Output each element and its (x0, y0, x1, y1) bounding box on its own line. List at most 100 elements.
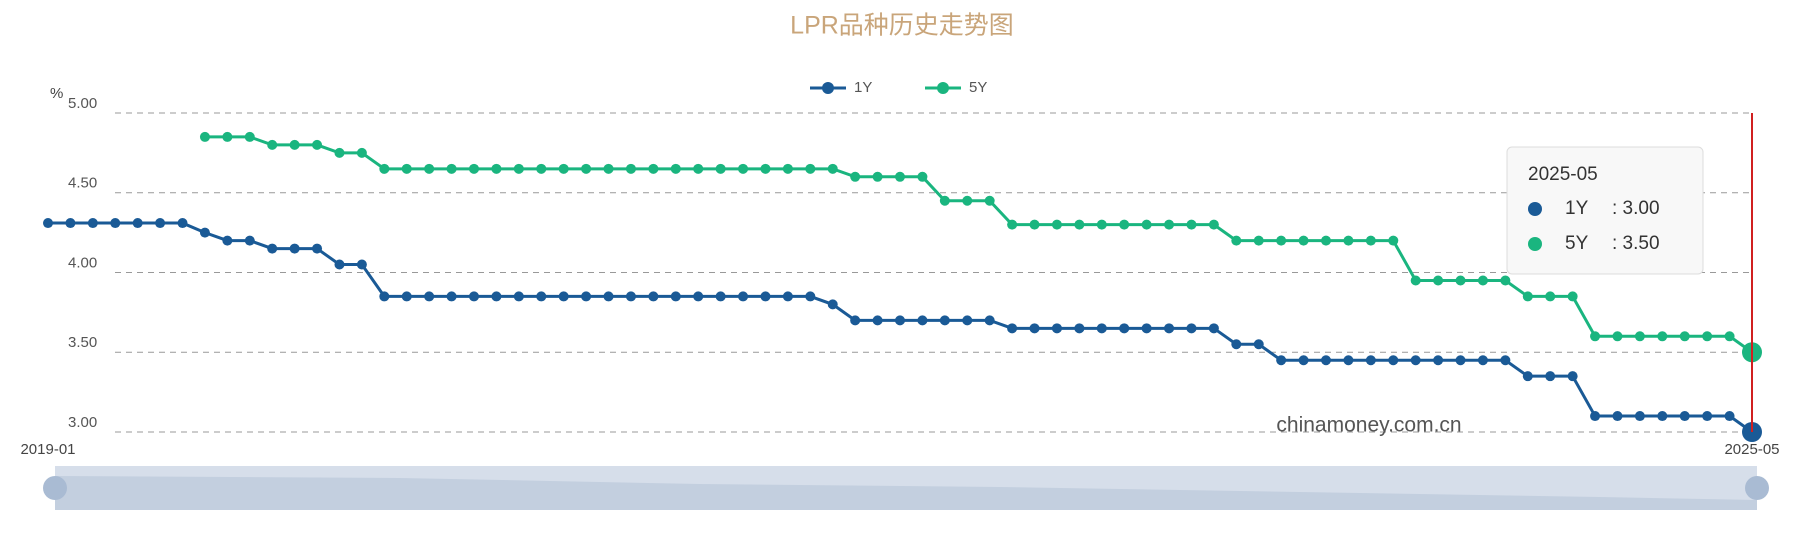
data-point (715, 163, 726, 174)
data-point (222, 131, 233, 142)
watermark: chinamoney.com.cn (1276, 414, 1461, 437)
data-point (850, 171, 861, 182)
data-point (491, 163, 502, 174)
data-point (1253, 235, 1264, 246)
data-point (1433, 275, 1444, 286)
data-point (244, 131, 255, 142)
y-tick-label: 4.50 (68, 175, 97, 192)
chart-title: LPR品种历史走势图 (790, 12, 1014, 40)
data-point (625, 291, 636, 302)
data-point (1119, 323, 1130, 334)
data-point (1007, 219, 1018, 230)
data-point (1051, 323, 1062, 334)
data-point (1410, 275, 1421, 286)
data-point (760, 291, 771, 302)
data-point (805, 163, 816, 174)
data-point (1321, 355, 1331, 366)
data-point (1231, 339, 1242, 350)
data-point (513, 291, 524, 302)
data-point (984, 315, 995, 326)
data-point (1276, 235, 1287, 246)
series-line (204, 135, 1753, 354)
data-point (1051, 219, 1062, 230)
plot-area: 3.00 3.50 4.00 4.50 5.00 2019-01 2025-05 1Y 5Y (20, 79, 1779, 458)
data-point (1164, 323, 1175, 334)
data-point (1634, 411, 1645, 422)
data-point (1231, 235, 1242, 246)
data-point (1298, 355, 1309, 366)
data-point (469, 291, 479, 302)
legend-label: 5Y (969, 79, 987, 96)
data-point (1612, 411, 1623, 422)
data-point (356, 147, 367, 158)
data-point (1679, 411, 1690, 422)
data-point (1388, 235, 1399, 246)
data-point (558, 163, 569, 174)
data-point (670, 163, 681, 174)
data-point (1007, 323, 1018, 334)
data-point (962, 315, 973, 326)
data-point (536, 163, 547, 174)
data-point (558, 291, 569, 302)
data-point (1186, 219, 1197, 230)
data-point (1545, 371, 1556, 382)
data-point (379, 291, 390, 302)
data-point (43, 218, 53, 229)
data-point (1186, 323, 1197, 334)
data-point (648, 291, 659, 302)
data-point (895, 315, 905, 326)
data-point (827, 299, 838, 310)
data-point (760, 163, 771, 174)
data-point (1702, 331, 1713, 342)
data-point (1500, 275, 1511, 286)
tooltip-value: : 3.00 (1612, 198, 1660, 219)
tooltip-name: 1Y (1565, 198, 1589, 219)
zoom-preview (55, 476, 1757, 510)
data-point (267, 243, 278, 254)
legend-label: 1Y (854, 79, 872, 96)
data-point (1433, 355, 1444, 366)
data-point (1119, 219, 1130, 230)
data-point (491, 291, 502, 302)
data-point (1477, 355, 1488, 366)
zoom-handle[interactable] (1745, 476, 1769, 500)
data-point (87, 218, 98, 229)
data-point (1029, 323, 1040, 334)
tooltip-box (1506, 146, 1704, 275)
data-point (670, 291, 681, 302)
data-point (1096, 219, 1107, 230)
data-point (110, 218, 121, 229)
data-point (917, 171, 928, 182)
x-tick-label: 2019-01 (20, 441, 75, 458)
data-point (513, 163, 524, 174)
data-point (1321, 235, 1331, 246)
data-point (1253, 339, 1264, 350)
data-point (1500, 355, 1511, 366)
data-point (1208, 323, 1219, 334)
data-point (872, 171, 883, 182)
series-line (48, 221, 1753, 434)
data-point (1657, 331, 1668, 342)
data-point (222, 235, 233, 246)
data-point (446, 163, 457, 174)
data-point (536, 291, 547, 302)
data-point (1208, 219, 1219, 230)
data-point (199, 131, 210, 142)
data-point (469, 163, 479, 174)
data-point (1141, 323, 1152, 334)
data-point (1634, 331, 1645, 342)
data-point (446, 291, 457, 302)
tooltip-title: 2025-05 (1528, 164, 1598, 185)
data-point (1522, 371, 1533, 382)
data-point (1141, 219, 1152, 230)
data-point (1477, 275, 1488, 286)
zoom-handle[interactable] (43, 476, 67, 500)
data-point (1074, 219, 1085, 230)
data-point (1590, 411, 1601, 422)
data-point (895, 171, 905, 182)
data-point (1410, 355, 1421, 366)
data-point (424, 291, 435, 302)
tooltip-marker (1528, 202, 1542, 216)
data-point (648, 163, 659, 174)
